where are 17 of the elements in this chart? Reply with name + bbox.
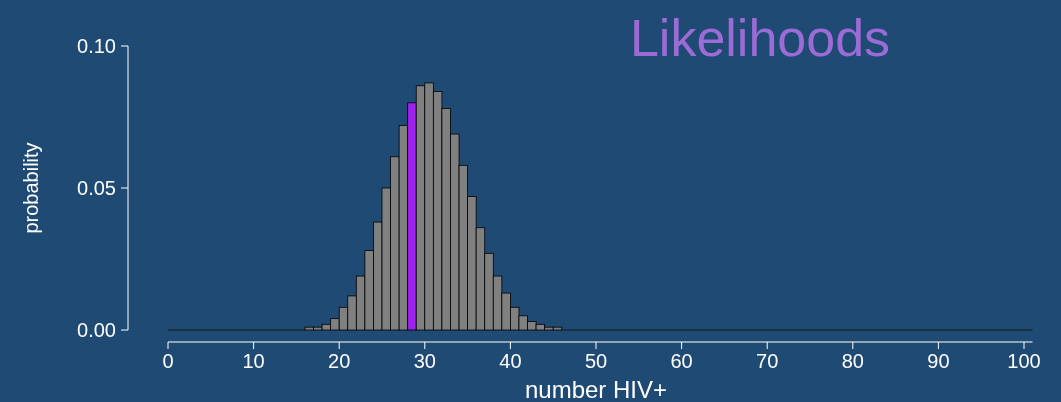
- x-tick-label: 50: [584, 350, 608, 372]
- y-axis-title: probability: [20, 142, 42, 234]
- y-tick-label: 0.10: [77, 35, 116, 57]
- x-tick-label: 80: [841, 350, 864, 372]
- x-tick-label: 90: [927, 350, 950, 372]
- x-tick-label: 0: [162, 350, 174, 372]
- x-tick-label: 10: [242, 350, 265, 372]
- x-axis-title: number HIV+: [524, 376, 668, 402]
- x-tick-label: 40: [499, 350, 522, 372]
- x-tick-label: 20: [328, 350, 351, 372]
- x-tick-label: 100: [1007, 350, 1041, 372]
- chart-title: Likelihoods: [629, 9, 891, 67]
- x-tick-label: 60: [670, 350, 693, 372]
- x-tick-label: 70: [756, 350, 779, 372]
- x-tick-label: 30: [413, 350, 436, 372]
- y-tick-label: 0.00: [77, 319, 116, 341]
- y-tick-label: 0.05: [77, 177, 116, 199]
